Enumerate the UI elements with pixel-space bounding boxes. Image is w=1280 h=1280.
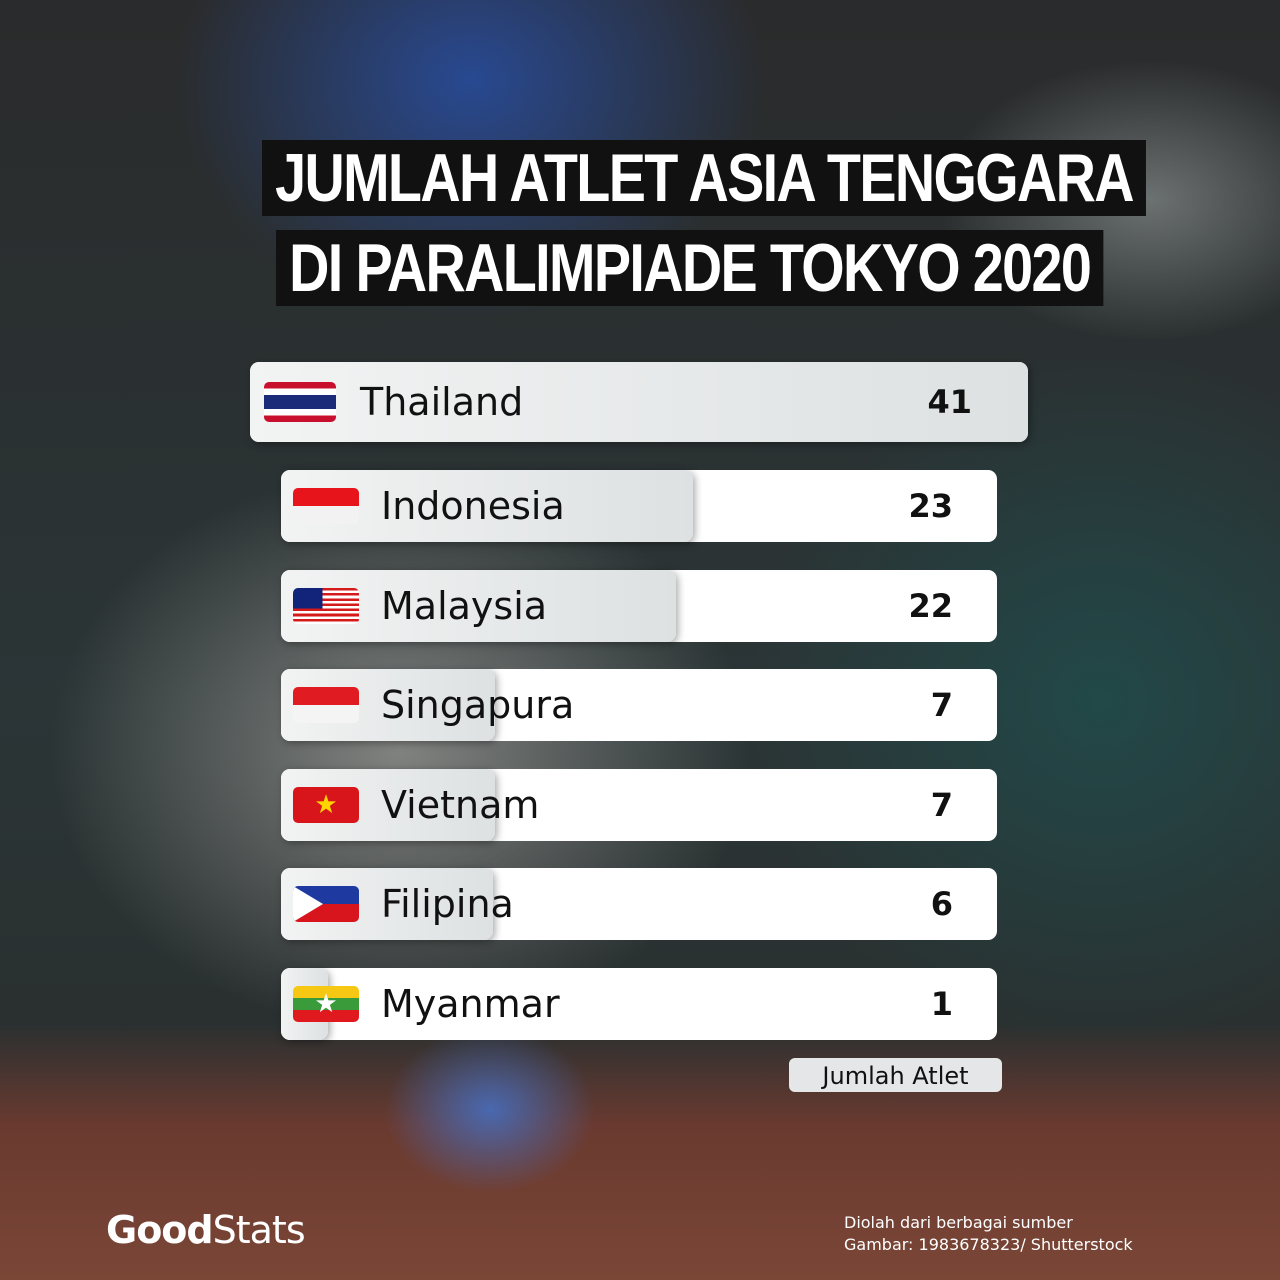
legend-label: Jumlah Atlet bbox=[789, 1058, 1002, 1092]
philippines-flag-icon bbox=[293, 886, 359, 922]
triangle-shape bbox=[293, 886, 323, 922]
bar-row-malaysia: Malaysia 22 bbox=[281, 570, 997, 642]
indonesia-flag-icon bbox=[293, 488, 359, 524]
bar-row-myanmar: ★ Myanmar 1 bbox=[281, 968, 997, 1040]
category-label: Singapura bbox=[381, 683, 575, 727]
value-label: 7 bbox=[930, 686, 953, 724]
category-label: Vietnam bbox=[381, 783, 540, 827]
chart-title-line-2: DI PARALIMPIADE TOKYO 2020 bbox=[276, 230, 1104, 306]
vietnam-flag-icon: ★ bbox=[293, 787, 359, 823]
value-label: 7 bbox=[930, 786, 953, 824]
bar-track bbox=[281, 968, 997, 1040]
category-label: Thailand bbox=[360, 380, 524, 424]
image-credit: Gambar: 1983678323/ Shutterstock bbox=[844, 1235, 1133, 1254]
star-icon: ★ bbox=[314, 790, 338, 820]
bar-row-vietnam: ★ Vietnam 7 bbox=[281, 769, 997, 841]
category-label: Myanmar bbox=[381, 982, 560, 1026]
category-label: Indonesia bbox=[381, 484, 565, 528]
bar bbox=[250, 362, 1028, 442]
bar-row-indonesia: Indonesia 23 bbox=[281, 470, 997, 542]
value-label: 41 bbox=[927, 383, 972, 421]
category-label: Filipina bbox=[381, 882, 514, 926]
category-label: Malaysia bbox=[381, 584, 548, 628]
source-note: Diolah dari berbagai sumber Gambar: 1983… bbox=[844, 1212, 1133, 1256]
value-label: 6 bbox=[930, 885, 953, 923]
malaysia-flag-icon bbox=[293, 588, 359, 624]
value-label: 22 bbox=[908, 587, 953, 625]
value-label: 23 bbox=[908, 487, 953, 525]
myanmar-flag-icon: ★ bbox=[293, 986, 359, 1022]
bar-row-filipina: Filipina 6 bbox=[281, 868, 997, 940]
chart-title-line-1: JUMLAH ATLET ASIA TENGGARA bbox=[262, 140, 1146, 216]
value-label: 1 bbox=[930, 985, 953, 1023]
goodstats-logo: GoodStats bbox=[106, 1208, 306, 1252]
bar-row-thailand: Thailand 41 bbox=[250, 362, 1028, 442]
source-line: Diolah dari berbagai sumber bbox=[844, 1213, 1073, 1232]
singapore-flag-icon bbox=[293, 687, 359, 723]
thailand-flag-icon bbox=[264, 382, 336, 422]
star-icon: ★ bbox=[314, 989, 338, 1019]
bar-row-singapura: Singapura 7 bbox=[281, 669, 997, 741]
